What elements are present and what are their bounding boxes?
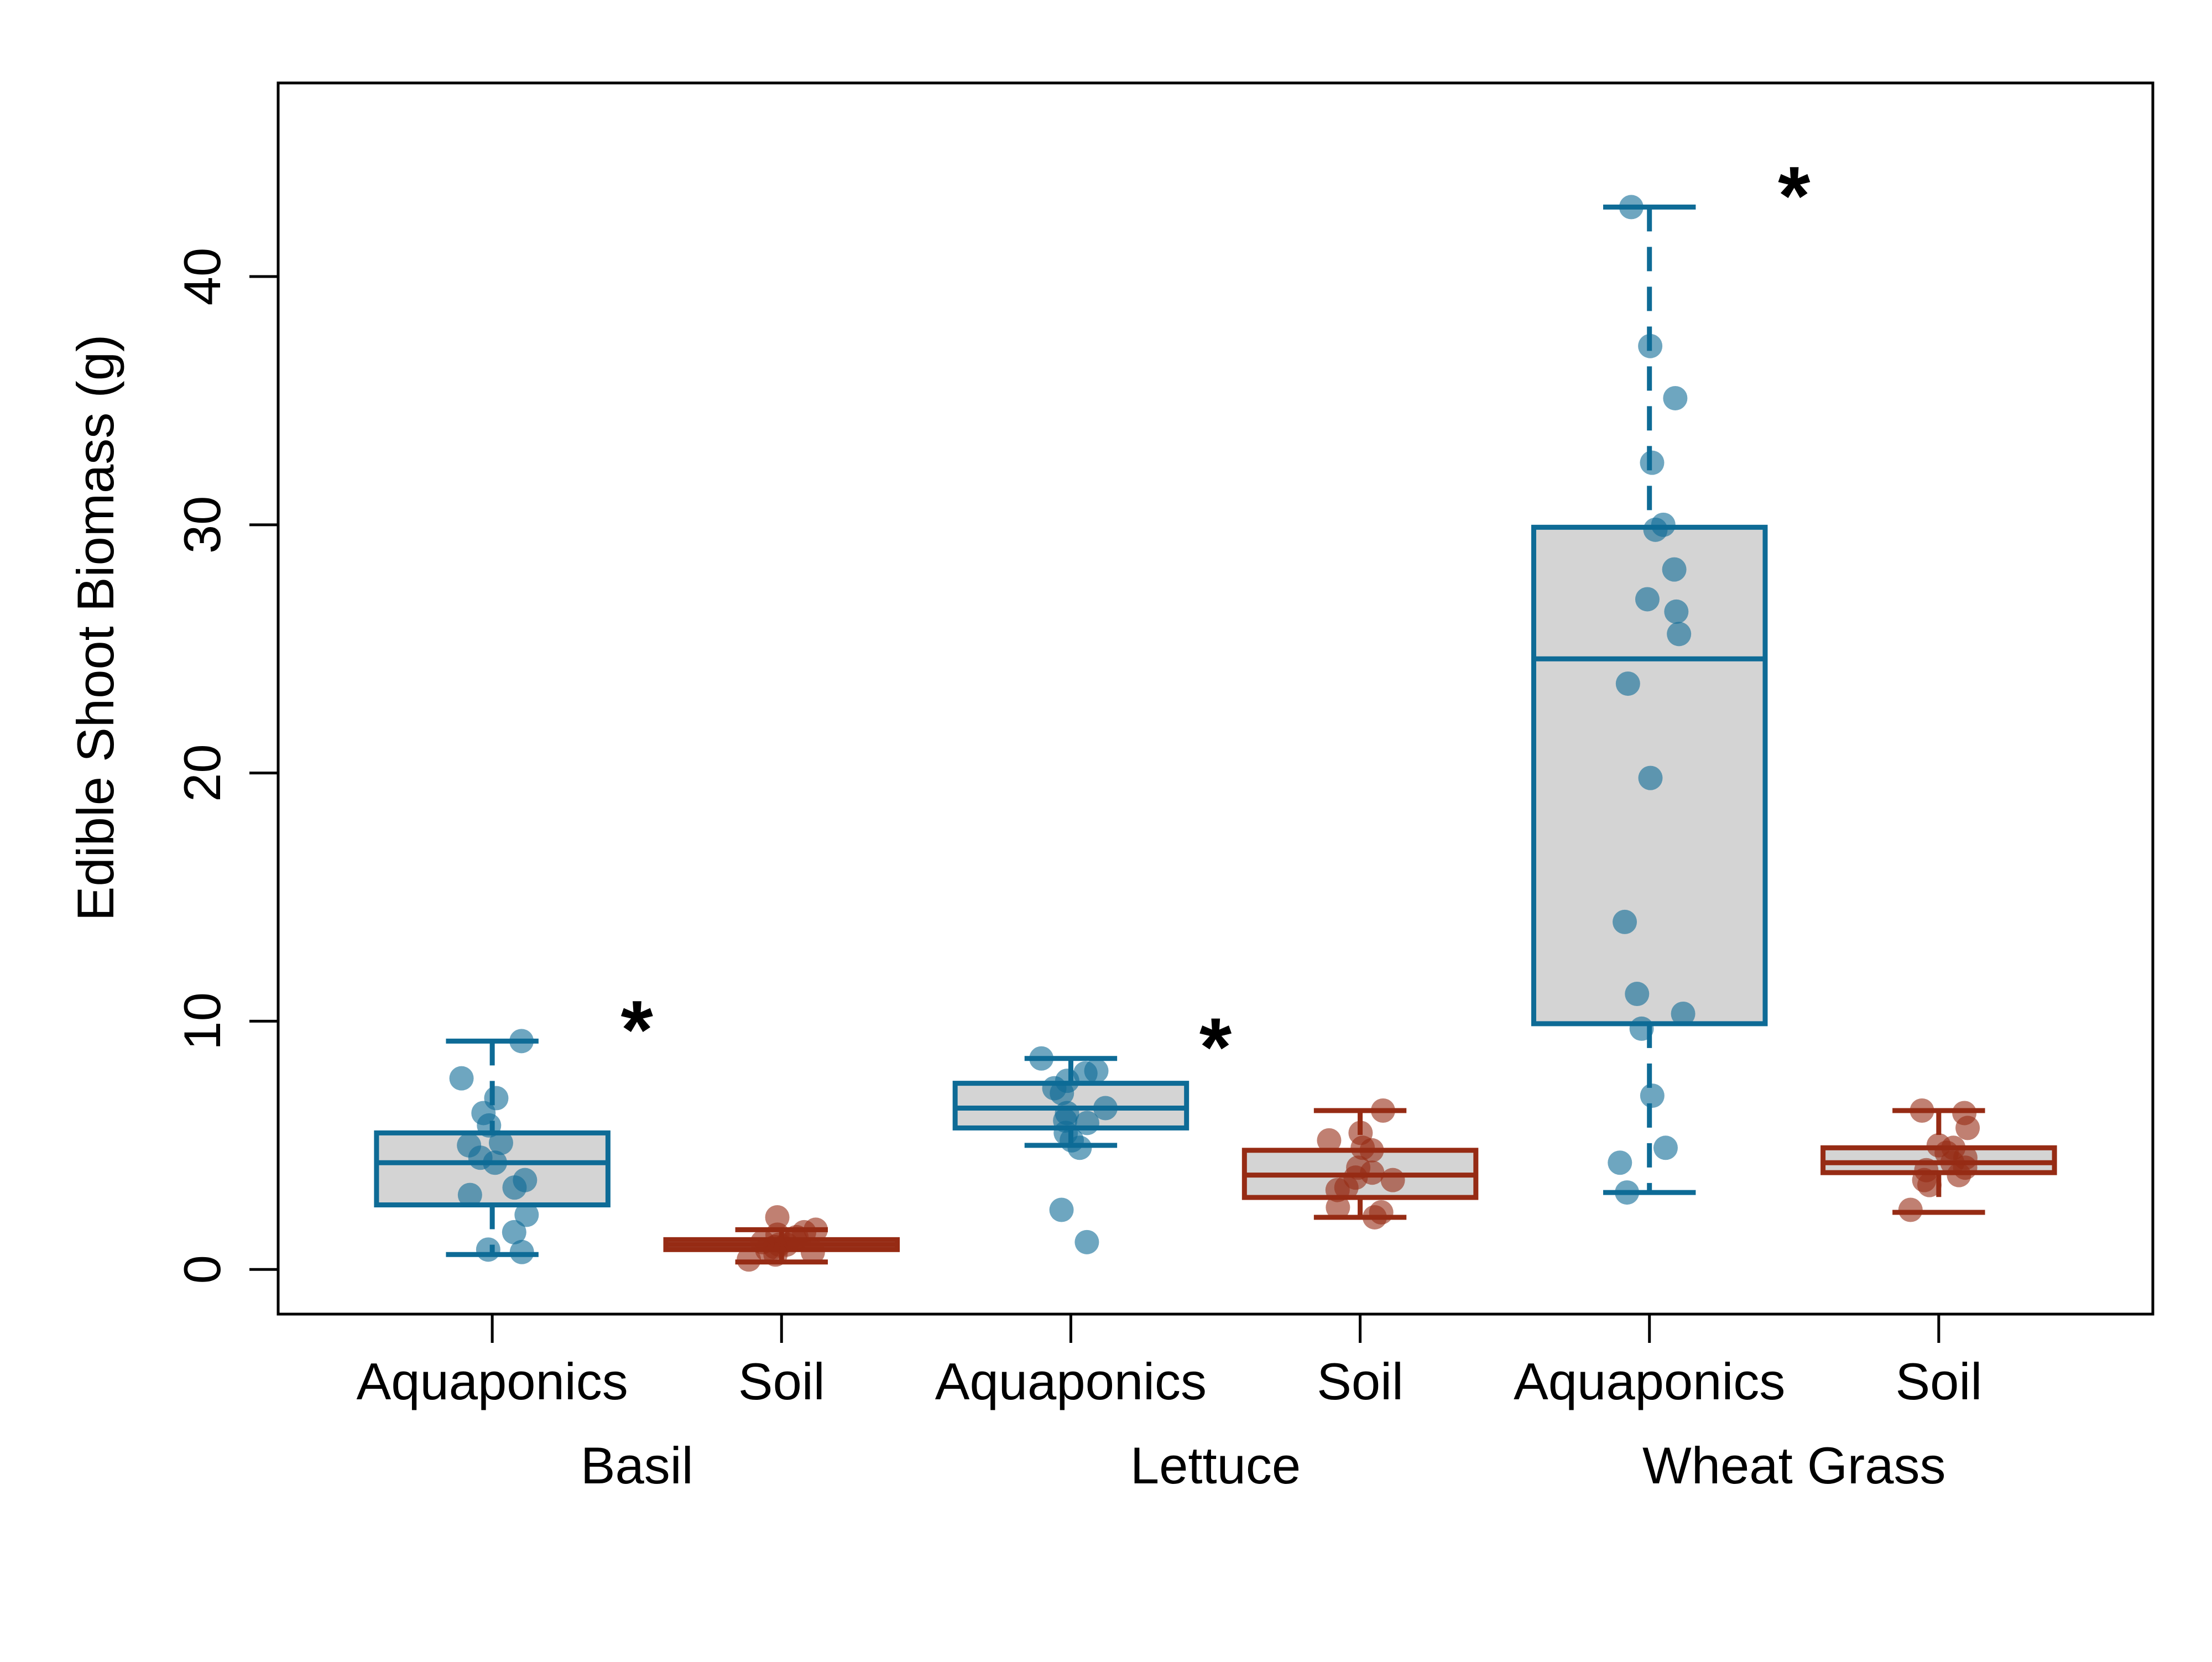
point-wheat-grass-aquaponics-14	[1625, 982, 1650, 1007]
x-tick-label-wheat-grass-aquaponics: Aquaponics	[1514, 1352, 1785, 1410]
y-tick-label-10: 10	[173, 992, 231, 1050]
annotations-layer: * * *	[621, 149, 1811, 1093]
point-wheat-grass-aquaponics-16	[1629, 1016, 1654, 1041]
y-tick-label-40: 40	[173, 248, 231, 306]
group-label-basil: Basil	[581, 1436, 693, 1494]
significance-marker-basil: *	[621, 983, 654, 1076]
axes-layer: 0 10 20 30 40 Aquaponics Soil Basil Aquaponics So…	[173, 248, 1982, 1494]
point-basil-soil-12	[800, 1239, 825, 1264]
x-tick-label-basil-soil: Soil	[738, 1352, 825, 1410]
point-lettuce-soil-11	[1325, 1178, 1350, 1202]
point-wheat-grass-soil-13	[1917, 1173, 1942, 1197]
significance-marker-lettuce: *	[1199, 1001, 1232, 1093]
point-basil-aquaponics-2	[449, 1066, 474, 1091]
point-basil-soil-14	[737, 1247, 761, 1272]
x-tick-label-basil-aquaponics: Aquaponics	[357, 1352, 628, 1410]
point-lettuce-soil-3	[1317, 1128, 1342, 1153]
x-tick-label-lettuce-soil: Soil	[1317, 1352, 1404, 1410]
point-wheat-grass-aquaponics-12	[1638, 765, 1663, 790]
point-lettuce-aquaponics-6	[1050, 1081, 1074, 1106]
point-wheat-grass-soil-14	[1898, 1197, 1923, 1222]
point-wheat-grass-aquaponics-8	[1635, 587, 1660, 612]
point-basil-aquaponics-5	[477, 1113, 502, 1138]
point-wheat-grass-aquaponics-9	[1664, 599, 1689, 624]
significance-marker-wheat-grass: *	[1778, 149, 1811, 242]
point-wheat-grass-aquaponics-20	[1615, 1180, 1640, 1205]
point-wheat-grass-aquaponics-19	[1608, 1150, 1632, 1175]
point-wheat-grass-aquaponics-18	[1653, 1135, 1678, 1160]
point-wheat-grass-aquaponics-1	[1619, 195, 1644, 220]
y-tick-label-0: 0	[173, 1255, 231, 1284]
y-tick-label-30: 30	[173, 496, 231, 554]
point-basil-soil-1	[765, 1205, 790, 1229]
point-lettuce-aquaponics-1	[1029, 1046, 1054, 1071]
point-basil-aquaponics-14	[502, 1220, 526, 1244]
group-label-lettuce: Lettuce	[1130, 1436, 1301, 1494]
point-wheat-grass-aquaponics-6	[1643, 517, 1668, 542]
point-lettuce-aquaponics-15	[1074, 1229, 1099, 1254]
points-layer	[449, 195, 1980, 1272]
x-tick-label-wheat-grass-soil: Soil	[1895, 1352, 1982, 1410]
point-basil-aquaponics-9	[483, 1150, 508, 1175]
point-lettuce-soil-14	[1362, 1205, 1387, 1229]
point-lettuce-aquaponics-10	[1074, 1111, 1099, 1135]
group-label-wheat-grass: Wheat Grass	[1642, 1436, 1946, 1494]
point-lettuce-soil-12	[1326, 1195, 1350, 1220]
point-wheat-grass-aquaponics-13	[1613, 909, 1637, 934]
point-basil-soil-13	[763, 1242, 788, 1267]
point-wheat-grass-aquaponics-17	[1640, 1083, 1665, 1108]
point-basil-aquaponics-13	[514, 1202, 539, 1227]
point-basil-aquaponics-16	[509, 1239, 534, 1264]
point-wheat-grass-aquaponics-11	[1615, 671, 1640, 696]
y-tick-label-20: 20	[173, 744, 231, 802]
point-wheat-grass-soil-3	[1955, 1116, 1980, 1140]
y-axis-label: Edible Shoot Biomass (g)	[66, 335, 124, 921]
point-lettuce-aquaponics-7	[1093, 1096, 1118, 1121]
point-lettuce-soil-9	[1380, 1168, 1405, 1192]
point-wheat-grass-soil-1	[1910, 1098, 1934, 1123]
point-basil-aquaponics-12	[457, 1182, 482, 1207]
point-basil-aquaponics-11	[502, 1175, 527, 1200]
x-tick-label-lettuce-aquaponics: Aquaponics	[935, 1352, 1207, 1410]
point-basil-aquaponics-15	[476, 1237, 500, 1262]
point-wheat-grass-aquaponics-7	[1662, 557, 1687, 582]
point-wheat-grass-aquaponics-3	[1663, 385, 1688, 410]
point-wheat-grass-aquaponics-2	[1638, 334, 1663, 358]
boxes-layer	[374, 204, 2057, 1265]
point-wheat-grass-aquaponics-10	[1667, 622, 1692, 647]
point-lettuce-soil-5	[1359, 1138, 1384, 1163]
point-wheat-grass-soil-11	[1947, 1163, 1971, 1187]
point-lettuce-aquaponics-3	[1073, 1061, 1098, 1086]
point-wheat-grass-aquaponics-15	[1671, 1001, 1695, 1026]
point-lettuce-aquaponics-13	[1067, 1135, 1092, 1160]
point-wheat-grass-aquaponics-4	[1640, 450, 1665, 475]
point-lettuce-aquaponics-14	[1049, 1197, 1074, 1222]
point-lettuce-soil-1	[1370, 1098, 1395, 1123]
point-basil-aquaponics-6	[488, 1130, 513, 1155]
plot-frame	[276, 81, 2154, 1316]
point-basil-aquaponics-1	[509, 1029, 534, 1054]
